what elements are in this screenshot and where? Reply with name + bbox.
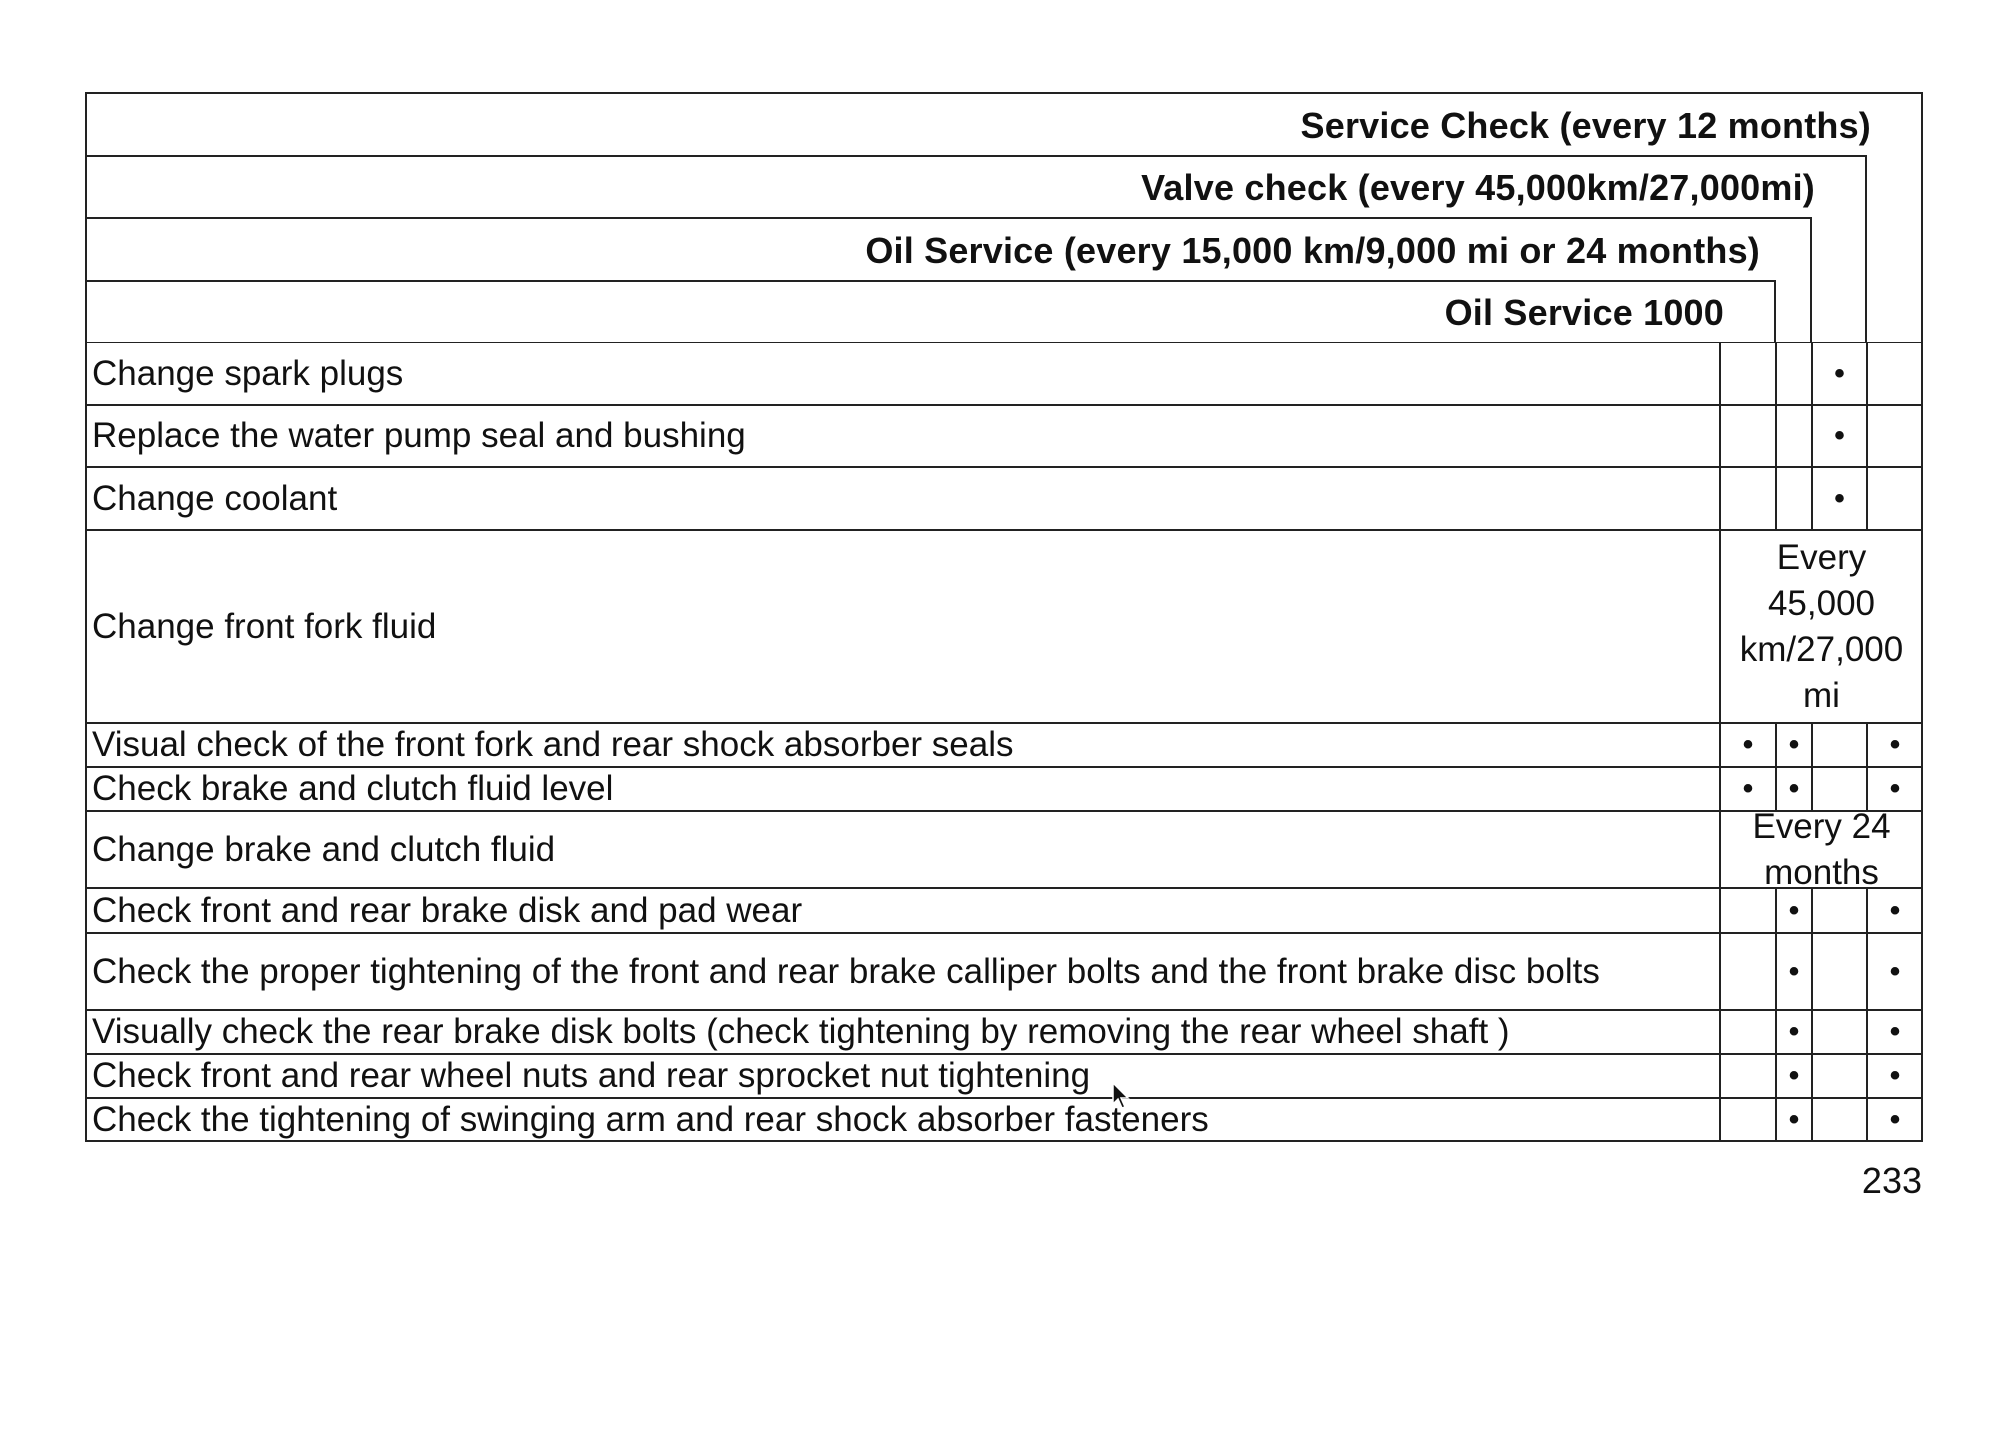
bullet-mark: • <box>1889 954 1901 988</box>
task-label: Change front fork fluid <box>85 530 1720 723</box>
schedule-cell: • <box>1867 767 1923 811</box>
bullet-mark: • <box>1889 1015 1901 1048</box>
schedule-cell: • <box>1867 1010 1923 1054</box>
interval-note: Every 24 months <box>1720 807 1923 892</box>
schedule-cell <box>1720 1054 1776 1098</box>
schedule-cell <box>1867 467 1923 530</box>
bullet-mark: • <box>1889 893 1901 927</box>
task-label: Visually check the rear brake disk bolts… <box>85 1010 1720 1054</box>
task-label: Change coolant <box>85 467 1720 530</box>
column-header-label: Oil Service 1000 <box>1444 292 1724 333</box>
schedule-cell <box>1812 933 1867 1010</box>
schedule-cell <box>1867 405 1923 467</box>
task-label: Change brake and clutch fluid <box>85 811 1720 888</box>
task-label: Check front and rear brake disk and pad … <box>85 888 1720 933</box>
schedule-cell <box>1812 723 1867 767</box>
schedule-cell: • <box>1867 1098 1923 1142</box>
schedule-cell: • <box>1867 933 1923 1010</box>
schedule-cell <box>1812 1098 1867 1142</box>
bullet-mark: • <box>1788 954 1800 988</box>
bullet-mark: • <box>1889 1103 1901 1136</box>
bullet-mark: • <box>1889 772 1901 805</box>
task-label: Visual check of the front fork and rear … <box>85 723 1720 767</box>
column-header-label: Oil Service (every 15,000 km/9,000 mi or… <box>865 229 1760 271</box>
bullet-mark: • <box>1834 356 1845 390</box>
task-label: Check the tightening of swinging arm and… <box>85 1098 1720 1142</box>
task-label: Check front and rear wheel nuts and rear… <box>85 1054 1720 1098</box>
schedule-cell: • <box>1776 1098 1812 1142</box>
schedule-cell: • <box>1812 405 1867 467</box>
bullet-mark: • <box>1788 772 1800 805</box>
schedule-cell <box>1812 888 1867 933</box>
schedule-cell: • <box>1867 1054 1923 1098</box>
schedule-cell <box>1812 1054 1867 1098</box>
schedule-cell <box>1776 342 1812 405</box>
bullet-mark: • <box>1788 728 1800 761</box>
task-label: Change spark plugs <box>85 342 1720 405</box>
schedule-cell: • <box>1867 888 1923 933</box>
bullet-mark: • <box>1788 1059 1800 1092</box>
column-header-label: Service Check (every 12 months) <box>1300 104 1871 146</box>
bullet-mark: • <box>1834 419 1845 452</box>
schedule-cell: • <box>1776 1054 1812 1098</box>
interval-note: Every 45,000 km/27,000 mi <box>1720 530 1923 723</box>
column-header: Oil Service 1000 <box>85 280 1776 342</box>
task-label: Check the proper tightening of the front… <box>85 933 1720 1010</box>
bullet-mark: • <box>1742 728 1754 761</box>
task-label: Check brake and clutch fluid level <box>85 767 1720 811</box>
schedule-cell <box>1867 342 1923 405</box>
column-header: Oil Service (every 15,000 km/9,000 mi or… <box>85 217 1812 342</box>
schedule-cell: • <box>1776 767 1812 811</box>
schedule-cell <box>1720 1098 1776 1142</box>
schedule-cell: • <box>1812 467 1867 530</box>
schedule-cell: • <box>1720 723 1776 767</box>
schedule-cell <box>1812 1010 1867 1054</box>
bullet-mark: • <box>1742 772 1754 805</box>
schedule-cell: • <box>1776 933 1812 1010</box>
column-header-label: Valve check (every 45,000km/27,000mi) <box>1141 167 1815 208</box>
schedule-cell: • <box>1776 723 1812 767</box>
schedule-cell <box>1720 405 1776 467</box>
schedule-cell <box>1720 342 1776 405</box>
schedule-cell: • <box>1867 723 1923 767</box>
schedule-cell <box>1720 1010 1776 1054</box>
schedule-cell: • <box>1776 1010 1812 1054</box>
column-header: Valve check (every 45,000km/27,000mi) <box>85 155 1867 342</box>
schedule-cell <box>1776 467 1812 530</box>
schedule-cell <box>1812 767 1867 811</box>
schedule-cell: • <box>1812 342 1867 405</box>
task-label: Replace the water pump seal and bushing <box>85 405 1720 467</box>
bullet-mark: • <box>1788 893 1800 927</box>
schedule-cell <box>1776 405 1812 467</box>
schedule-cell <box>1720 888 1776 933</box>
schedule-cell <box>1720 933 1776 1010</box>
schedule-cell <box>1720 467 1776 530</box>
bullet-mark: • <box>1834 481 1845 515</box>
schedule-cell: • <box>1720 767 1776 811</box>
schedule-cell: • <box>1776 888 1812 933</box>
bullet-mark: • <box>1889 1059 1901 1092</box>
bullet-mark: • <box>1788 1015 1800 1048</box>
page-number: 233 <box>1861 1160 1922 1201</box>
bullet-mark: • <box>1788 1103 1800 1136</box>
mouse-cursor-icon <box>1112 1082 1130 1109</box>
bullet-mark: • <box>1889 728 1901 761</box>
